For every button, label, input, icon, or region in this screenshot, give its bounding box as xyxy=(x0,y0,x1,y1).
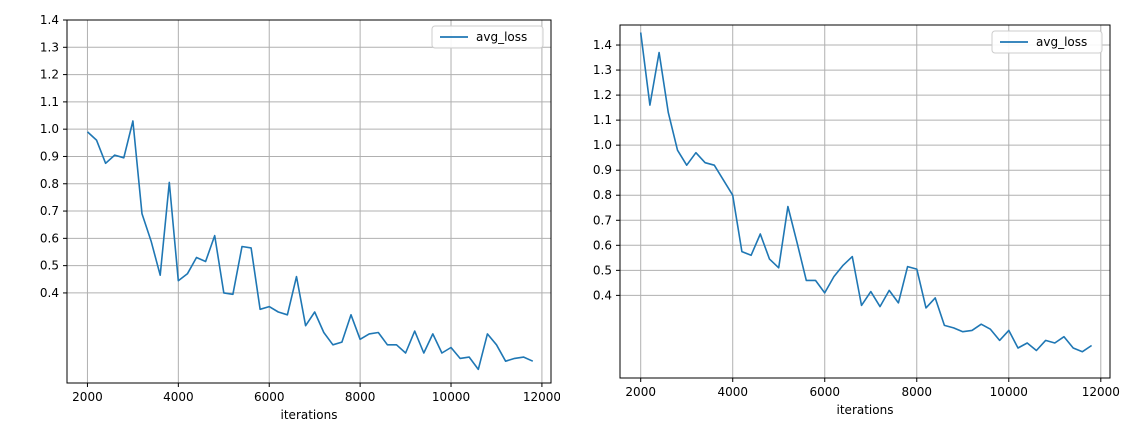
y-tick-label: 1.4 xyxy=(593,38,612,52)
chart-right: 2000 4000 6000 8000 10000 12000 0.4 0.5 0.6 0.7 0.… xyxy=(570,0,1139,427)
axes-frame xyxy=(619,24,1111,379)
y-tick-label: 0.9 xyxy=(40,149,59,163)
x-tick-label: 2000 xyxy=(625,385,656,399)
x-tick-label: 4000 xyxy=(717,385,748,399)
y-tick-label: 0.5 xyxy=(593,263,612,277)
legend-label: avg_loss xyxy=(476,30,527,44)
x-tick-label: 12000 xyxy=(1082,385,1120,399)
grid xyxy=(620,25,1110,378)
x-tick-label: 4000 xyxy=(163,390,194,404)
x-tick-label: 8000 xyxy=(345,390,376,404)
legend-box xyxy=(431,25,544,49)
y-tick-label: 1.0 xyxy=(593,138,612,152)
y-tick-label: 0.6 xyxy=(40,231,59,245)
x-tick-label: 10000 xyxy=(990,385,1028,399)
x-tick-label: 12000 xyxy=(523,390,560,404)
x-tick-label: 2000 xyxy=(72,390,103,404)
legend: avg_loss xyxy=(431,25,544,49)
y-tick-label: 0.8 xyxy=(40,177,59,191)
loss-chart-left: 2000 4000 6000 8000 10000 12000 0.4 0.5 0.6 0.7 0.… xyxy=(40,13,560,422)
legend-label: avg_loss xyxy=(1036,35,1087,49)
x-tick-label: 6000 xyxy=(254,390,285,404)
x-tick-label: 8000 xyxy=(901,385,932,399)
y-tick-label: 1.3 xyxy=(593,63,612,77)
y-tick-label: 0.4 xyxy=(40,286,59,300)
x-tick-label: 10000 xyxy=(432,390,470,404)
y-tick-label: 1.2 xyxy=(593,88,612,102)
y-tick-label: 0.6 xyxy=(593,238,612,252)
y-tick-label: 1.0 xyxy=(40,122,59,136)
loss-chart-right: 2000 4000 6000 8000 10000 12000 0.4 0.5 0.6 0.7 0.… xyxy=(593,24,1120,417)
y-tick-label: 1.1 xyxy=(593,113,612,127)
y-tick-label: 0.8 xyxy=(593,188,612,202)
x-tick-label: 6000 xyxy=(809,385,840,399)
legend-box xyxy=(991,30,1103,54)
y-tick-label: 1.1 xyxy=(40,95,59,109)
series-line-avg-loss xyxy=(639,32,1093,353)
y-tick-label: 0.5 xyxy=(40,259,59,273)
y-tick-label: 0.4 xyxy=(593,288,612,302)
x-axis-label: iterations xyxy=(837,403,894,417)
y-tick-label: 1.3 xyxy=(40,40,59,54)
grid xyxy=(67,19,551,383)
chart-left: 2000 4000 6000 8000 10000 12000 0.4 0.5 0.6 0.7 0.… xyxy=(0,0,560,427)
series-line-avg-loss xyxy=(86,120,534,371)
legend: avg_loss xyxy=(991,30,1103,54)
y-tick-label: 1.4 xyxy=(40,13,59,27)
axes-frame xyxy=(66,19,552,384)
y-tick-label: 0.7 xyxy=(40,204,59,218)
y-tick-label: 0.7 xyxy=(593,213,612,227)
y-tick-label: 1.2 xyxy=(40,68,59,82)
y-tick-label: 0.9 xyxy=(593,163,612,177)
x-axis-label: iterations xyxy=(281,408,338,422)
